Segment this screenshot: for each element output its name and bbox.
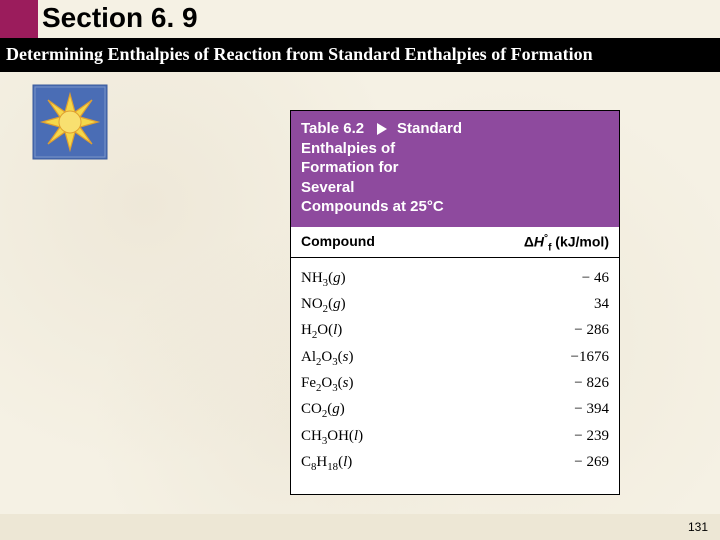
value-cell: − 394: [489, 397, 609, 423]
table-title-4: Several: [301, 179, 354, 196]
sun-icon: [32, 84, 108, 160]
triangle-icon: [377, 123, 387, 135]
enthalpy-table: Table 6.2 Standard Enthalpies of Formati…: [290, 110, 620, 495]
table-title-3: Formation for: [301, 159, 399, 176]
value-cell: − 286: [489, 318, 609, 344]
compound-cell: Fe2O3(s): [301, 371, 489, 397]
table-header: Table 6.2 Standard Enthalpies of Formati…: [291, 111, 619, 227]
subtitle-text: Determining Enthalpies of Reaction from …: [6, 44, 593, 64]
column-headers: Compound ΔH°f (kJ/mol): [291, 227, 619, 258]
table-row: C8H18(l)− 269: [301, 450, 609, 476]
compound-cell: Al2O3(s): [301, 345, 489, 371]
table-row: NH3(g)− 46: [301, 266, 609, 292]
table-title-2: Enthalpies of: [301, 140, 395, 157]
table-row: CO2(g)− 394: [301, 397, 609, 423]
table-label: Table 6.2: [301, 120, 364, 137]
compound-cell: NH3(g): [301, 266, 489, 292]
compound-cell: CH3OH(l): [301, 424, 489, 450]
page-number: 131: [688, 520, 708, 534]
value-cell: −1676: [489, 345, 609, 371]
compound-cell: CO2(g): [301, 397, 489, 423]
table-row: H2O(l)− 286: [301, 318, 609, 344]
subtitle-band: Determining Enthalpies of Reaction from …: [0, 38, 720, 72]
compound-cell: NO2(g): [301, 292, 489, 318]
col-compound: Compound: [301, 233, 489, 253]
table-row: CH3OH(l)− 239: [301, 424, 609, 450]
value-cell: − 239: [489, 424, 609, 450]
compound-cell: C8H18(l): [301, 450, 489, 476]
col-value: ΔH°f (kJ/mol): [489, 233, 609, 253]
accent-square: [0, 0, 38, 38]
value-cell: 34: [489, 292, 609, 318]
compound-cell: H2O(l): [301, 318, 489, 344]
table-title-5: Compounds at 25°C: [301, 198, 444, 215]
table-row: Al2O3(s)−1676: [301, 345, 609, 371]
value-cell: − 46: [489, 266, 609, 292]
table-row: Fe2O3(s)− 826: [301, 371, 609, 397]
footer-strip: [0, 514, 720, 540]
value-cell: − 269: [489, 450, 609, 476]
section-title: Section 6. 9: [42, 2, 198, 34]
table-row: NO2(g)34: [301, 292, 609, 318]
value-cell: − 826: [489, 371, 609, 397]
table-body: NH3(g)− 46NO2(g)34H2O(l)− 286Al2O3(s)−16…: [291, 258, 619, 494]
table-title-1: Standard: [397, 120, 462, 137]
